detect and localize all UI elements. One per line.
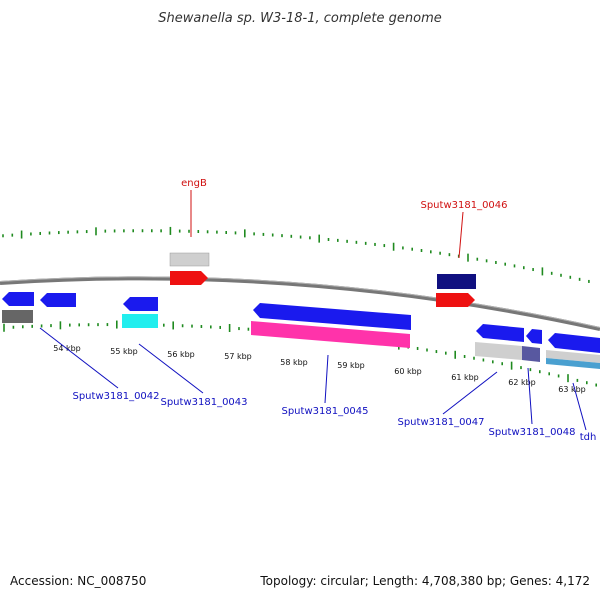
scale-tick-label: 62 kbp bbox=[508, 378, 536, 387]
genome-backbone bbox=[0, 276, 600, 331]
gene-label-sputw3181-0046: Sputw3181_0046 bbox=[420, 200, 507, 211]
scale-tick-label: 55 kbp bbox=[110, 347, 138, 356]
gene-label-tdh: tdh bbox=[580, 432, 597, 443]
feature-0047-cds bbox=[476, 324, 524, 342]
feature-left-gray bbox=[2, 310, 33, 323]
feature-tdh-steel bbox=[546, 358, 600, 369]
scale-tick-label: 63 kbp bbox=[558, 385, 586, 394]
upper-scale-ticks bbox=[2, 226, 590, 283]
accession-text: Accession: NC_008750 bbox=[10, 574, 146, 588]
scale-tick-label: 56 kbp bbox=[167, 350, 195, 359]
gene-label-sputw3181-0048: Sputw3181_0048 bbox=[488, 427, 575, 438]
feature-0048-cds-small bbox=[526, 329, 542, 344]
features-forward bbox=[169, 252, 476, 307]
feature-left-cds-2 bbox=[40, 293, 76, 307]
gene-label-engB: engB bbox=[181, 178, 207, 189]
scale-tick-label: 60 kbp bbox=[394, 367, 422, 376]
gene-label-sputw3181-0047: Sputw3181_0047 bbox=[397, 417, 484, 428]
feature-0043-cyan bbox=[122, 314, 158, 328]
feature-0045-magenta bbox=[251, 321, 410, 348]
feature-0046-block bbox=[437, 274, 476, 289]
leader-lines bbox=[39, 190, 587, 431]
feature-engB-cds bbox=[170, 271, 208, 285]
feature-left-cds-1 bbox=[2, 292, 34, 306]
feature-tdh-rna bbox=[546, 350, 600, 363]
gene-label-sputw3181-0043: Sputw3181_0043 bbox=[160, 397, 247, 408]
feature-0045-cds bbox=[253, 303, 411, 330]
feature-0043-cds bbox=[123, 297, 158, 311]
genome-summary-text: Topology: circular; Length: 4,708,380 bp… bbox=[259, 574, 590, 588]
gene-label-sputw3181-0042: Sputw3181_0042 bbox=[72, 391, 159, 402]
scale-tick-label: 57 kbp bbox=[224, 352, 252, 361]
gene-label-sputw3181-0045: Sputw3181_0045 bbox=[281, 406, 368, 417]
features-reverse bbox=[2, 292, 600, 369]
scale-tick-label: 59 kbp bbox=[337, 361, 365, 370]
feature-0048-slate bbox=[522, 346, 540, 362]
scale-tick-label: 58 kbp bbox=[280, 358, 308, 367]
feature-engB-rna bbox=[169, 252, 210, 267]
feature-0047-rna bbox=[475, 342, 522, 360]
feature-tdh-cds bbox=[548, 333, 600, 353]
scale-tick-label: 61 kbp bbox=[451, 373, 479, 382]
map-title: Shewanella sp. W3-18-1, complete genome bbox=[158, 11, 441, 26]
feature-0046-cds bbox=[436, 293, 475, 307]
